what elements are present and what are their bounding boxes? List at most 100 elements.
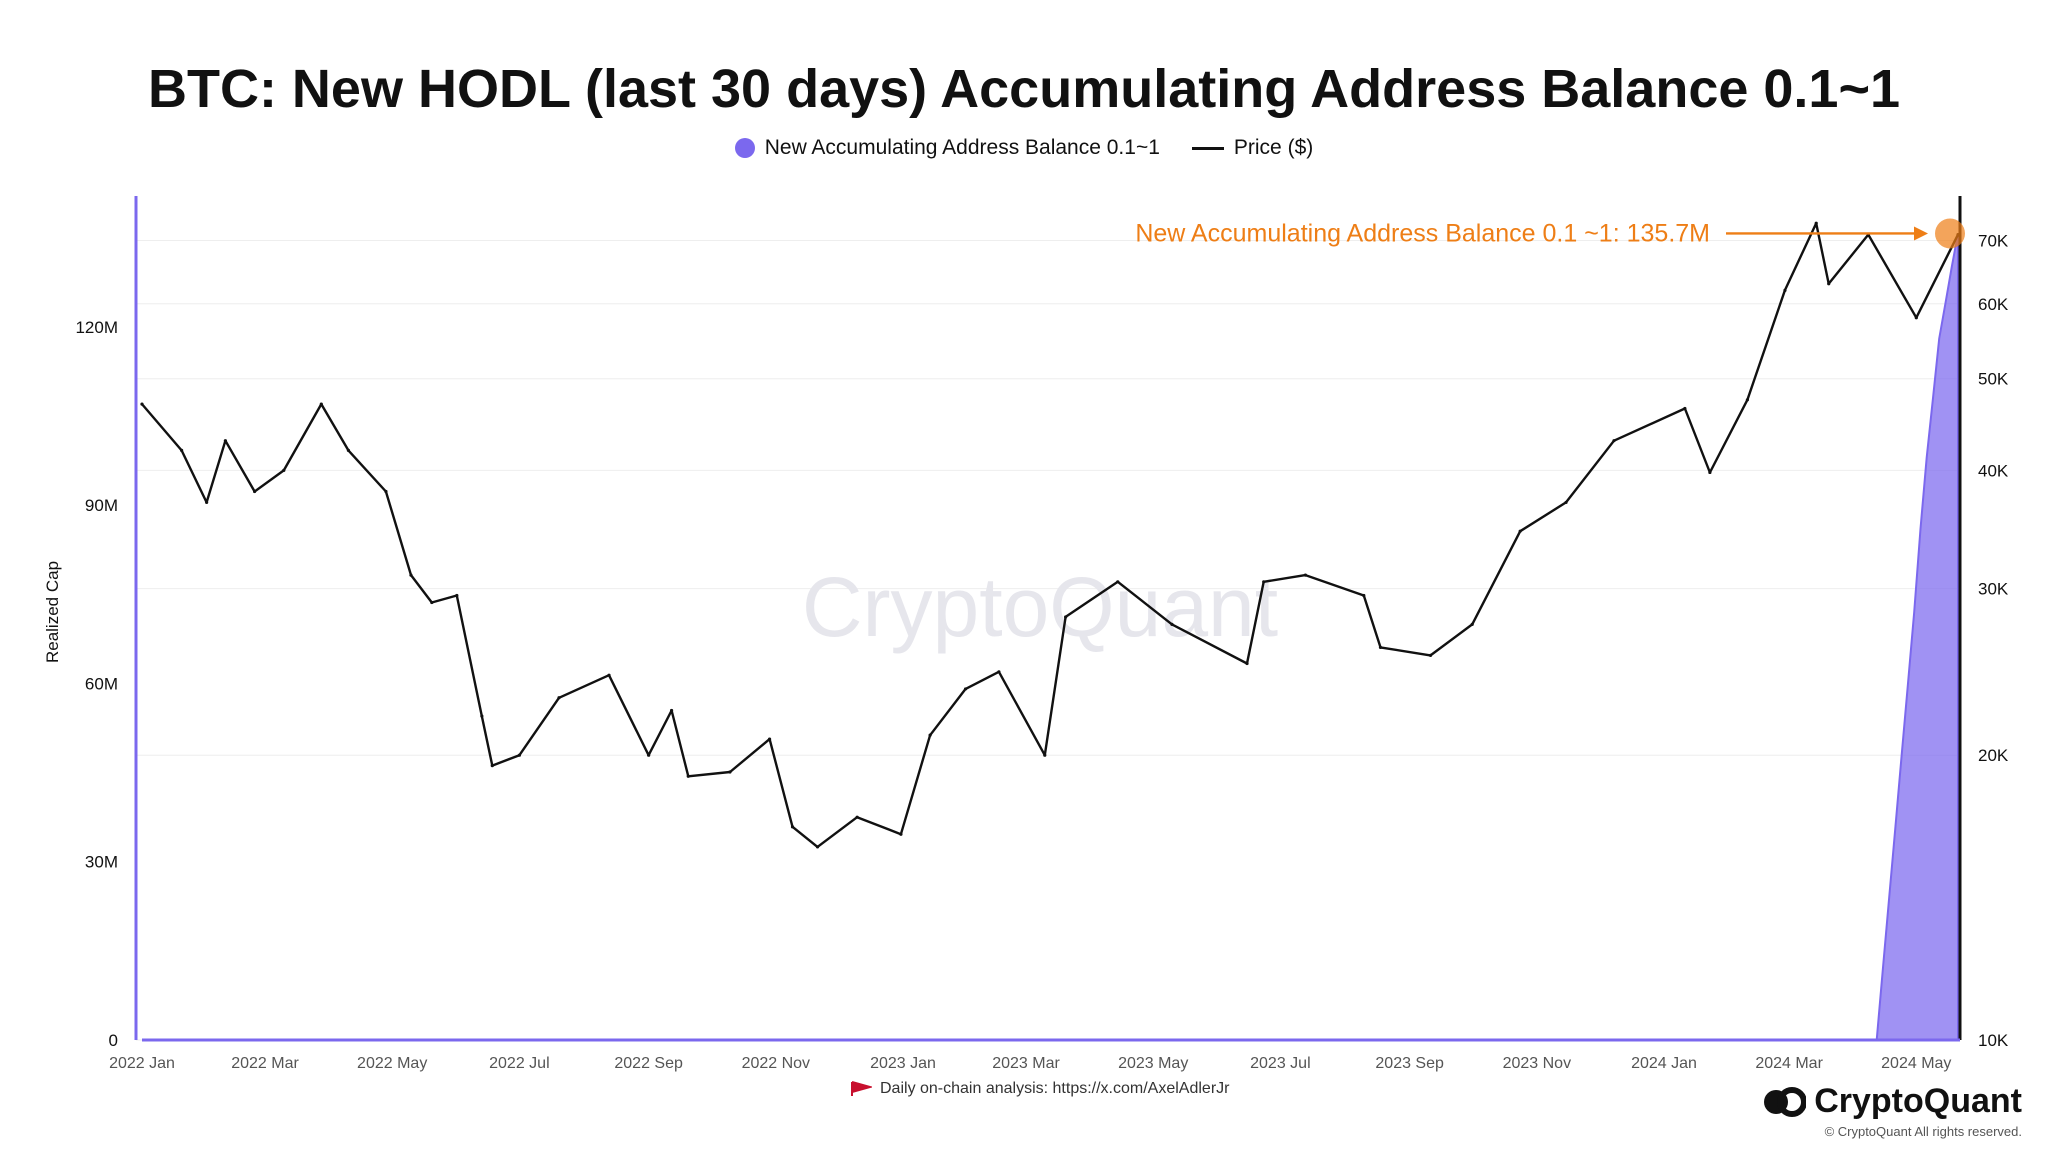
price-point [1470, 622, 1474, 626]
y-right-tick-label: 40K [1978, 461, 2009, 480]
area-series [1875, 233, 1959, 1041]
price-point [815, 845, 820, 849]
brand-name: CryptoQuant [1814, 1082, 2022, 1120]
price-point [997, 670, 1001, 674]
copyright: © CryptoQuant All rights reserved. [1824, 1124, 2022, 1139]
footnote: Daily on-chain analysis: https://x.com/A… [850, 1080, 1229, 1098]
price-point [517, 753, 521, 757]
x-tick-label: 2024 May [1881, 1055, 1951, 1072]
price-point [1245, 661, 1249, 666]
y-left-tick-label: 60M [85, 674, 118, 693]
y-right-tick-label: 50K [1978, 370, 2009, 389]
price-point [455, 593, 459, 598]
price-point [384, 489, 388, 494]
y-right-tick-label: 70K [1978, 231, 2009, 250]
price-point [1043, 753, 1047, 757]
price-point [346, 448, 351, 452]
price-point [1827, 282, 1831, 286]
y-axis-label: Realized Cap [43, 561, 62, 663]
price-point [899, 832, 903, 836]
x-tick-label: 2024 Jan [1631, 1055, 1697, 1072]
price-point [928, 733, 932, 737]
x-tick-label: 2023 May [1118, 1055, 1188, 1072]
price-point [607, 673, 611, 677]
watermark-text: CryptoQuant [802, 560, 1278, 654]
annotation-label: New Accumulating Address Balance 0.1 ~1:… [1135, 219, 1710, 247]
x-tick-label: 2022 Mar [231, 1055, 299, 1072]
y-left-tick-label: 90M [85, 496, 118, 515]
x-tick-label: 2023 Jul [1250, 1055, 1311, 1072]
annotation-marker [1935, 218, 1965, 249]
price-point [480, 714, 484, 718]
price-point [1914, 316, 1918, 320]
price-point [669, 708, 674, 713]
y-left-tick-label: 120M [75, 318, 118, 337]
price-point [767, 737, 772, 741]
footnote-text: Daily on-chain analysis: https://x.com/A… [880, 1080, 1230, 1097]
x-tick-label: 2023 Nov [1503, 1055, 1572, 1072]
price-line [141, 222, 1960, 849]
cryptoquant-logo-icon [1764, 1086, 1807, 1117]
y-axis-right-ticks: 10K 20K 30K 40K 50K 60K 70K [1978, 231, 2009, 1050]
legend-swatch-dot [734, 138, 755, 158]
flag-icon [851, 1081, 872, 1096]
x-tick-label: 2022 Nov [742, 1055, 811, 1072]
chart-title: BTC: New HODL (last 30 days) Accumulatin… [147, 59, 1901, 119]
x-tick-label: 2023 Mar [992, 1055, 1060, 1072]
y-right-tick-label: 20K [1978, 746, 2009, 765]
legend-swatch-line [1191, 146, 1224, 150]
price-point [1612, 439, 1616, 443]
x-tick-label: 2023 Jan [870, 1055, 936, 1072]
price-point [319, 402, 323, 406]
price-point [223, 439, 227, 443]
annotation-arrow-head [1914, 226, 1928, 241]
price-point [409, 573, 413, 577]
price-point [790, 825, 795, 829]
legend-label-price: Price ($) [1233, 136, 1314, 159]
annotation: New Accumulating Address Balance 0.1 ~1:… [1135, 218, 1965, 249]
price-point [1683, 406, 1687, 411]
price-point [1783, 288, 1787, 292]
y-right-tick-label: 60K [1978, 295, 2009, 314]
axes [134, 196, 1962, 1042]
price-point [1708, 470, 1712, 475]
y-axis-left-ticks: 0 30M 60M 90M 120M [75, 318, 118, 1050]
watermark: CryptoQuant [802, 560, 1278, 654]
price-point [1064, 615, 1068, 619]
price-point [1745, 398, 1750, 402]
price-series [140, 221, 1960, 849]
x-tick-label: 2022 May [357, 1055, 427, 1072]
price-point [1814, 221, 1818, 225]
price-point [430, 600, 434, 605]
legend-item-accumulating[interactable]: New Accumulating Address Balance 0.1~1 [734, 136, 1160, 160]
price-point [1262, 580, 1266, 584]
legend-item-price[interactable]: Price ($) [1191, 136, 1314, 160]
legend-label-accumulating: New Accumulating Address Balance 0.1~1 [764, 136, 1160, 159]
brand-logo: CryptoQuant [1762, 1082, 2022, 1121]
x-tick-label: 2022 Sep [614, 1055, 683, 1072]
y-left-tick-label: 0 [109, 1031, 118, 1050]
x-tick-label: 2022 Jul [489, 1055, 550, 1072]
accumulating-area [1875, 233, 1959, 1041]
price-point [1378, 645, 1383, 649]
price-point [252, 489, 257, 494]
y-left-tick-label: 30M [85, 853, 118, 872]
y-right-tick-label: 30K [1978, 580, 2009, 599]
price-point [728, 770, 732, 774]
price-point [686, 774, 690, 778]
price-point [1303, 573, 1308, 577]
price-point [205, 500, 209, 505]
price-point [855, 815, 859, 819]
price-point [490, 764, 494, 768]
y-right-tick-label: 10K [1978, 1031, 2009, 1050]
price-point [282, 468, 286, 472]
x-tick-label: 2022 Jan [109, 1055, 175, 1072]
chart-legend: New Accumulating Address Balance 0.1~1 P… [0, 136, 2048, 160]
price-point [1564, 500, 1568, 505]
x-tick-label: 2023 Sep [1375, 1055, 1444, 1072]
price-point [1170, 622, 1174, 626]
price-point [1362, 593, 1366, 598]
price-point [1518, 529, 1522, 533]
price-point [963, 687, 968, 691]
